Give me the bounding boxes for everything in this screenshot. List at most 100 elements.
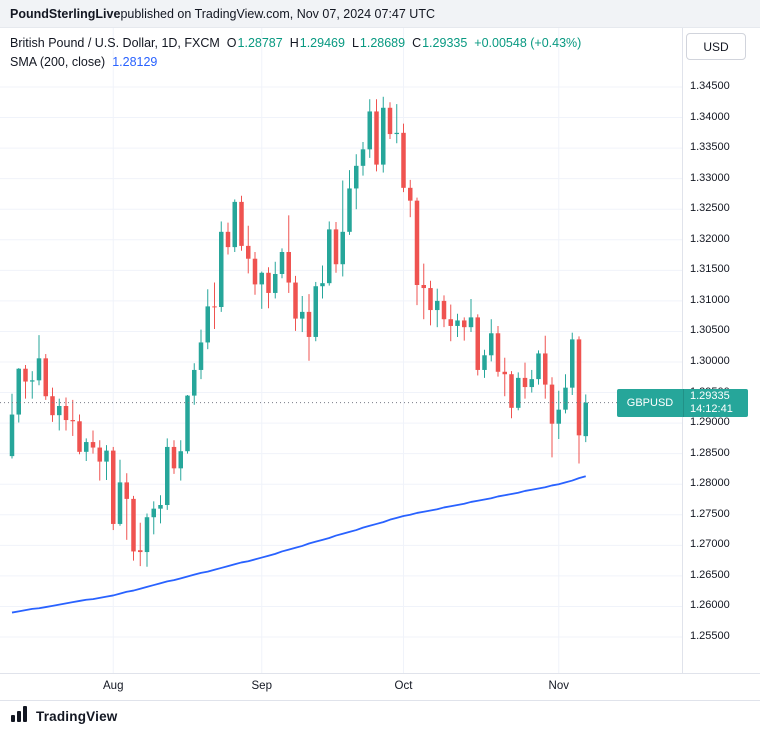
candle-body xyxy=(178,451,183,469)
candle-body xyxy=(381,107,386,165)
price-axis[interactable]: 1.34500 1.34000 1.33500 1.33000 1.32500 1.320… xyxy=(682,28,760,673)
publish-info: published on TradingView.com, Nov 07, 20… xyxy=(120,6,435,21)
candle-body xyxy=(151,508,156,518)
candle-body xyxy=(482,355,487,370)
candle-body xyxy=(205,306,210,343)
candle-body xyxy=(198,342,204,370)
price-axis-label: 1.34500 xyxy=(690,80,730,92)
candle-body xyxy=(131,498,136,552)
candle-body xyxy=(246,245,251,259)
last-price-badge: GBPUSD 1.29335 14:12:41 xyxy=(617,388,748,417)
candle-body xyxy=(347,188,352,232)
month-label: Sep xyxy=(251,680,272,692)
tradingview-logo-icon[interactable] xyxy=(10,705,28,728)
candle-body xyxy=(104,450,109,462)
candle-body xyxy=(219,231,224,307)
candle-body xyxy=(522,377,528,388)
candle-body xyxy=(475,317,480,370)
candle-body xyxy=(401,132,406,188)
sma-legend-row[interactable]: SMA (200, close) 1.28129 xyxy=(10,53,581,72)
candle-body xyxy=(77,421,82,452)
candle-body xyxy=(266,272,271,293)
candle-body xyxy=(421,285,426,289)
candle-body xyxy=(30,380,35,382)
candle-body xyxy=(63,406,69,421)
price-axis-label: 1.34000 xyxy=(690,110,730,123)
candle-body xyxy=(273,274,278,293)
high-value: 1.29469 xyxy=(299,36,345,50)
candle-body xyxy=(495,333,501,372)
symbol-legend-row[interactable]: British Pound / U.S. Dollar, 1D, FXCM O … xyxy=(10,34,581,53)
badge-countdown: 14:12:41 xyxy=(690,402,733,415)
candle-body xyxy=(327,229,332,284)
candle-body xyxy=(171,446,177,469)
price-axis-label: 1.33000 xyxy=(690,171,730,184)
candle-body xyxy=(435,300,440,311)
candle-body xyxy=(549,384,555,424)
candle-body xyxy=(563,387,568,410)
candle-body xyxy=(165,446,170,505)
candle-body xyxy=(279,252,285,274)
badge-price-block: 1.29335 14:12:41 xyxy=(684,389,748,417)
badge-symbol: GBPUSD xyxy=(617,388,684,417)
candle-body xyxy=(36,358,42,381)
price-axis-label: 1.30000 xyxy=(690,355,730,367)
candle-body xyxy=(185,395,190,452)
candle-body xyxy=(502,371,507,375)
candle-body xyxy=(360,149,366,166)
candle-body xyxy=(84,442,89,452)
price-axis-label: 1.27000 xyxy=(690,538,730,551)
candle-body xyxy=(468,317,474,328)
price-axis-label: 1.33500 xyxy=(690,141,730,154)
candle-body xyxy=(138,550,143,553)
candle-body xyxy=(144,517,150,553)
candle-body xyxy=(333,229,339,265)
price-axis-label: 1.31000 xyxy=(690,293,730,306)
candle-body xyxy=(387,107,393,135)
price-axis-label: 1.27500 xyxy=(690,507,730,520)
chart-region: British Pound / U.S. Dollar, 1D, FXCM O … xyxy=(0,28,760,700)
tradingview-brand[interactable]: TradingView xyxy=(36,709,118,724)
candle-body xyxy=(428,288,433,311)
price-axis-label: 1.25500 xyxy=(690,630,730,642)
candle-body xyxy=(543,353,548,385)
candle-body xyxy=(414,200,420,285)
candle-body xyxy=(50,396,55,416)
open-value: 1.28787 xyxy=(237,36,283,50)
candle-body xyxy=(516,377,521,408)
candle-body xyxy=(16,368,21,415)
candle-body xyxy=(576,339,582,436)
currency-toggle-button[interactable]: USD xyxy=(686,33,746,60)
candle-body xyxy=(583,402,588,437)
candle-body xyxy=(489,333,494,356)
publish-banner: PoundSterlingLive published on TradingVi… xyxy=(0,0,760,28)
chart-canvas[interactable] xyxy=(0,28,682,673)
month-label: Nov xyxy=(548,680,569,692)
sma-label: SMA (200, close) xyxy=(10,55,106,69)
time-axis[interactable]: Aug Sep Oct Nov xyxy=(0,673,760,700)
price-axis-label: 1.29000 xyxy=(690,416,730,429)
candle-body xyxy=(340,231,345,265)
candle-body xyxy=(536,353,541,380)
candle-body xyxy=(225,231,231,248)
candle-body xyxy=(570,339,575,388)
candle-body xyxy=(57,406,62,416)
candle-body xyxy=(441,300,447,320)
candle-body xyxy=(97,447,102,462)
low-value: 1.28689 xyxy=(359,36,406,50)
candle-body xyxy=(462,320,467,328)
candle-body xyxy=(300,311,305,319)
low-label: L xyxy=(351,36,359,50)
sma-line xyxy=(11,475,586,614)
candle-body xyxy=(117,482,123,524)
candle-body xyxy=(124,482,129,499)
close-label: C xyxy=(412,36,422,50)
candle-body xyxy=(374,111,379,165)
price-axis-label: 1.30500 xyxy=(690,324,730,337)
candle-body xyxy=(259,272,264,285)
sma-value: 1.28129 xyxy=(112,55,158,69)
candle-body xyxy=(306,311,312,337)
candle-body xyxy=(111,450,116,524)
price-axis-label: 1.32500 xyxy=(690,202,730,215)
